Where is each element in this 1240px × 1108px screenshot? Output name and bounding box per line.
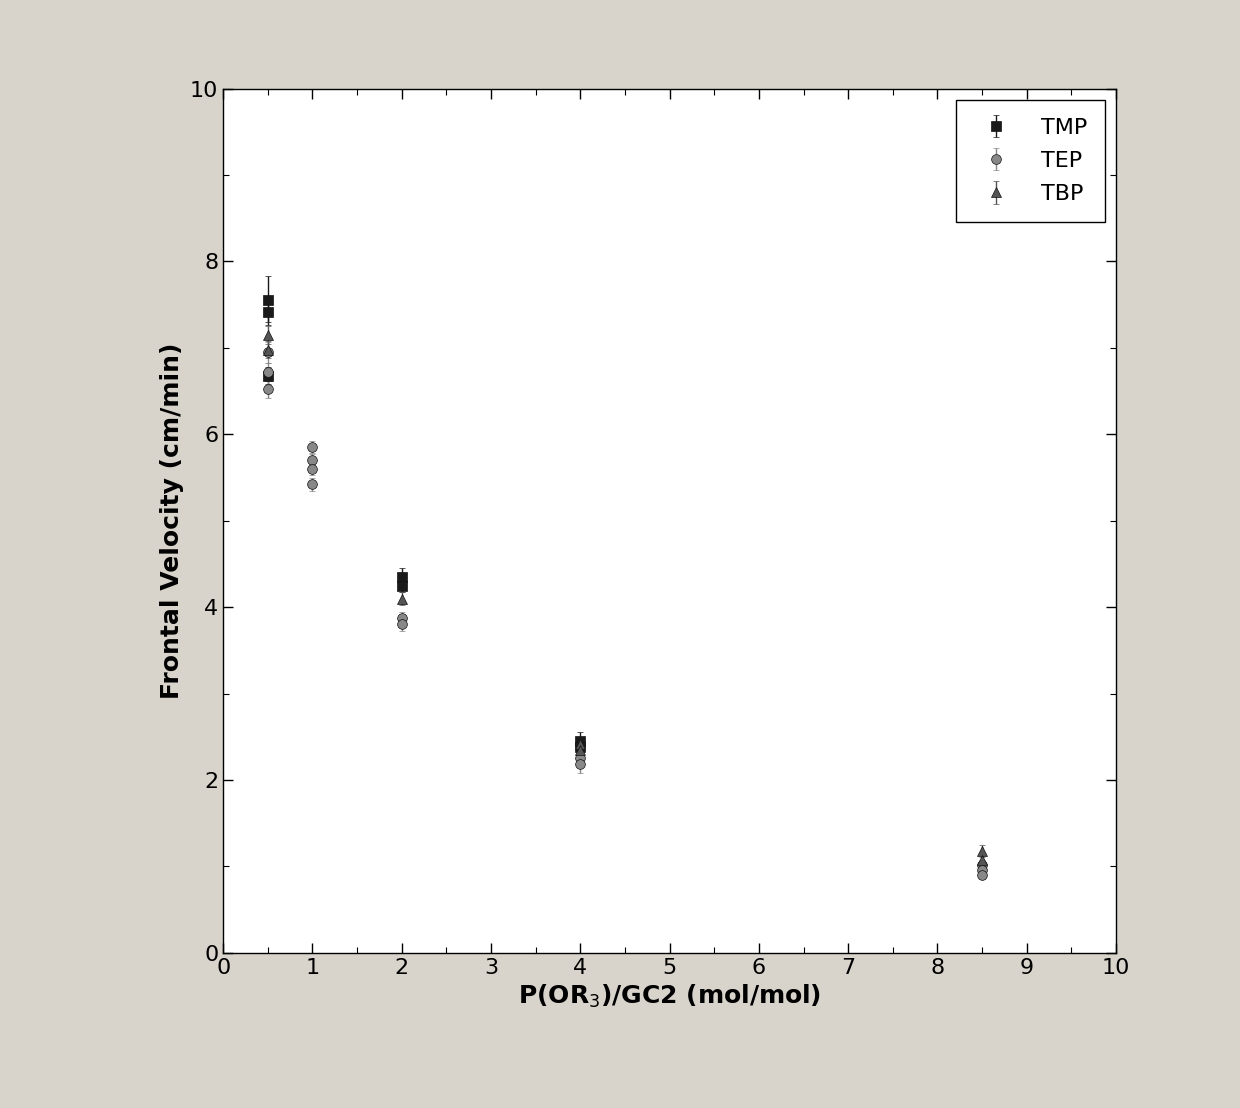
Legend: TMP, TEP, TBP: TMP, TEP, TBP [956, 100, 1105, 222]
Y-axis label: Frontal Velocity (cm/min): Frontal Velocity (cm/min) [160, 342, 185, 699]
X-axis label: P(OR$_3$)/GC2 (mol/mol): P(OR$_3$)/GC2 (mol/mol) [518, 983, 821, 1010]
